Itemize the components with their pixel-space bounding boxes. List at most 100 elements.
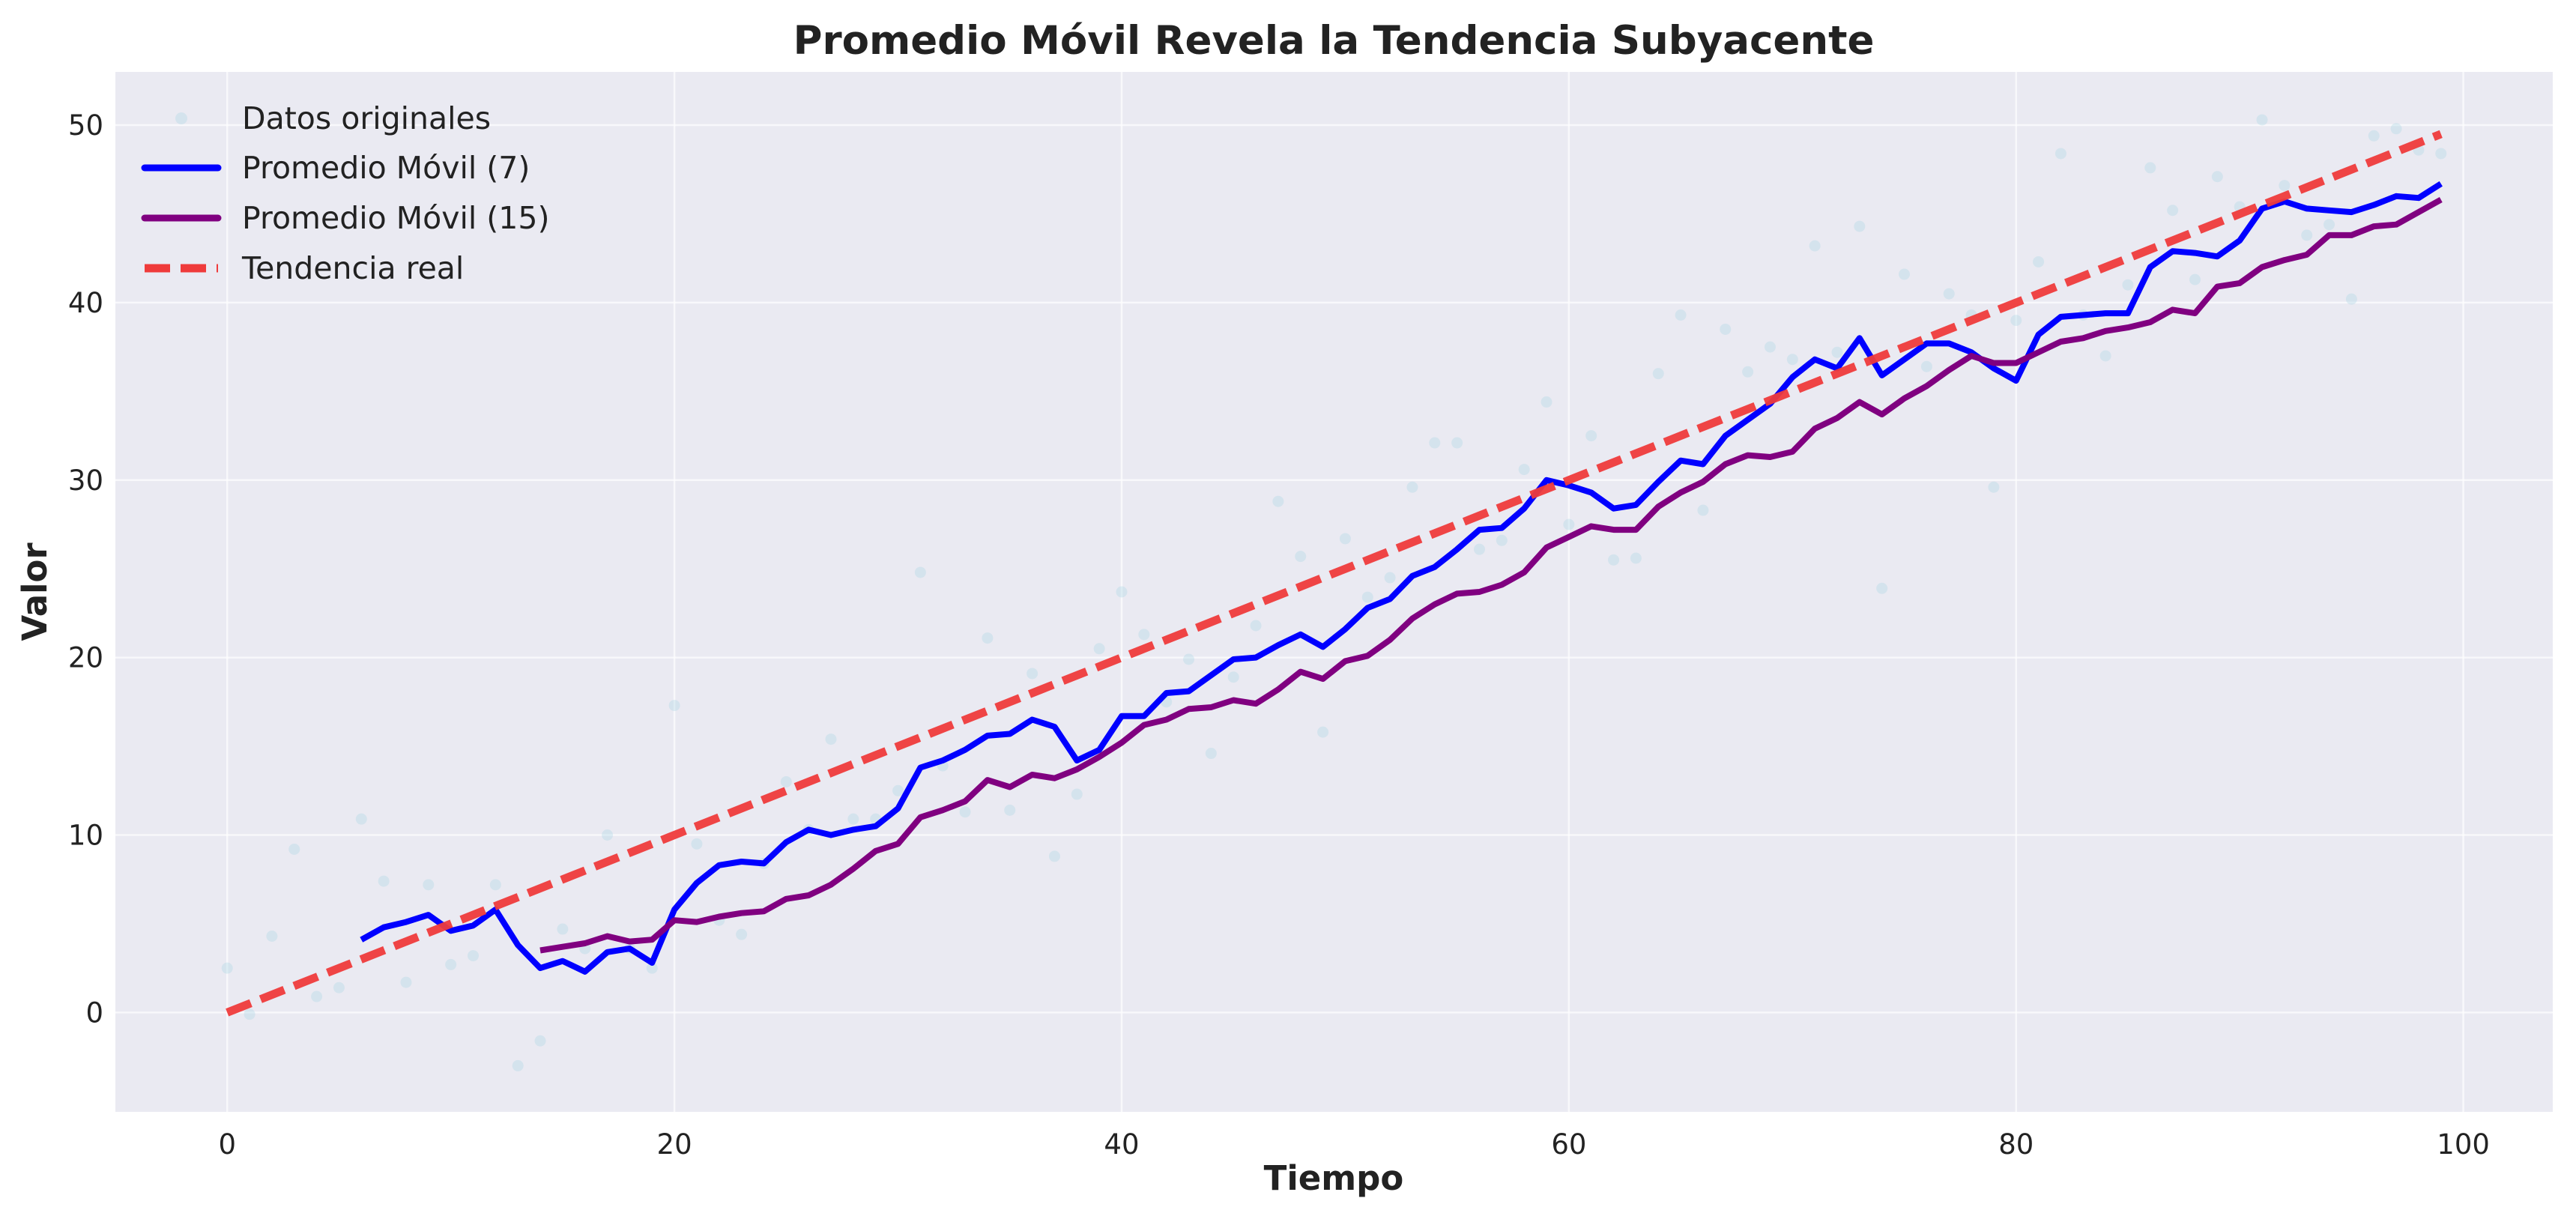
grid — [115, 72, 2553, 1112]
data-point — [1473, 543, 1485, 555]
data-point — [2211, 171, 2223, 183]
data-point — [512, 1059, 524, 1071]
data-point — [1384, 572, 1396, 584]
data-point — [2033, 255, 2045, 267]
data-point — [2167, 205, 2179, 217]
data-point — [892, 784, 904, 796]
data-point — [2256, 114, 2268, 126]
legend-label-promedio-movil-15: Promedio Móvil (15) — [242, 200, 549, 236]
data-point — [1183, 653, 1195, 665]
legend-label-promedio-movil-7: Promedio Móvil (7) — [242, 150, 530, 186]
data-point — [1943, 288, 1955, 300]
data-point — [2099, 350, 2111, 362]
data-point — [2189, 273, 2201, 285]
data-point — [1272, 495, 1284, 507]
data-point — [1116, 586, 1128, 598]
data-point — [1048, 850, 1060, 862]
x-tick-label: 0 — [218, 1128, 236, 1161]
data-point — [2301, 229, 2313, 241]
data-point — [1496, 534, 1508, 546]
data-point — [1831, 346, 1843, 358]
legend-marker-datos-originales — [175, 112, 187, 124]
data-point — [847, 813, 859, 825]
data-point — [1339, 533, 1351, 545]
plot-content — [221, 114, 2447, 1071]
data-point — [1004, 804, 1016, 816]
data-point — [1317, 726, 1329, 738]
legend: Datos originales Promedio Móvil (7) Prom… — [141, 100, 549, 286]
data-point — [1652, 368, 1664, 380]
y-tick-label: 50 — [68, 109, 103, 142]
data-point — [1720, 323, 1732, 335]
x-tick-label: 40 — [1104, 1128, 1139, 1161]
y-tick-label: 10 — [68, 819, 103, 851]
data-point — [691, 838, 703, 850]
data-point — [1585, 430, 1597, 442]
legend-label-datos-originales: Datos originales — [242, 100, 491, 136]
data-point — [355, 813, 367, 825]
data-point — [534, 1035, 546, 1047]
data-point — [2345, 293, 2357, 305]
data-point — [266, 931, 278, 943]
data-point — [1563, 518, 1575, 530]
series-line-promedio-movil-7 — [360, 181, 2443, 975]
x-tick-label: 100 — [2437, 1128, 2490, 1161]
ticks: 0 20 40 60 80 100 0 10 20 30 40 50 — [68, 109, 2490, 1161]
data-point — [780, 775, 792, 787]
data-point — [2368, 130, 2380, 142]
y-axis-label: Valor — [15, 542, 55, 641]
data-point — [2435, 148, 2447, 160]
data-point — [1295, 551, 1307, 563]
x-tick-label: 20 — [657, 1128, 692, 1161]
data-point — [1786, 354, 1798, 366]
data-point — [244, 1008, 256, 1020]
data-point — [2323, 219, 2335, 231]
data-point — [1541, 396, 1552, 408]
data-point — [333, 981, 345, 993]
data-point — [1451, 437, 1463, 449]
data-point — [668, 700, 680, 712]
series-line-tendencia-real — [226, 130, 2443, 1017]
data-point — [2144, 162, 2156, 174]
data-point — [288, 843, 300, 855]
chart-title: Promedio Móvil Revela la Tendencia Subya… — [793, 18, 1875, 64]
data-point — [2279, 180, 2291, 192]
data-point — [468, 950, 480, 962]
data-point — [2122, 279, 2134, 291]
data-point — [736, 928, 748, 940]
x-tick-label: 60 — [1551, 1128, 1586, 1161]
series-promedio-movil-7 — [360, 181, 2443, 975]
data-point — [982, 632, 994, 644]
data-point — [825, 733, 837, 745]
data-point — [1764, 341, 1776, 353]
data-point — [1630, 552, 1642, 564]
x-axis-label: Tiempo — [1264, 1158, 1404, 1198]
data-point — [1250, 620, 1262, 632]
data-point — [1093, 643, 1105, 655]
series-promedio-movil-15 — [539, 197, 2443, 954]
data-point — [1027, 668, 1038, 680]
data-point — [1205, 748, 1217, 760]
legend-label-tendencia-real: Tendencia real — [241, 250, 464, 286]
data-point — [959, 806, 971, 818]
series-datos-originales — [221, 114, 2447, 1071]
x-tick-label: 80 — [1998, 1128, 2034, 1161]
data-point — [445, 958, 457, 970]
data-point — [489, 879, 501, 891]
data-point — [1988, 481, 2000, 493]
data-point — [1899, 268, 1911, 280]
data-point — [400, 976, 412, 988]
data-point — [1608, 554, 1620, 566]
data-point — [311, 990, 323, 1002]
data-point — [1742, 366, 1754, 378]
data-point — [602, 829, 614, 841]
data-point — [557, 923, 569, 935]
data-point — [1920, 360, 1932, 372]
y-tick-label: 30 — [68, 465, 103, 497]
data-point — [914, 566, 926, 578]
y-tick-label: 0 — [85, 996, 103, 1029]
data-point — [2390, 123, 2402, 135]
data-point — [1406, 481, 1418, 493]
data-point — [1227, 671, 1239, 683]
